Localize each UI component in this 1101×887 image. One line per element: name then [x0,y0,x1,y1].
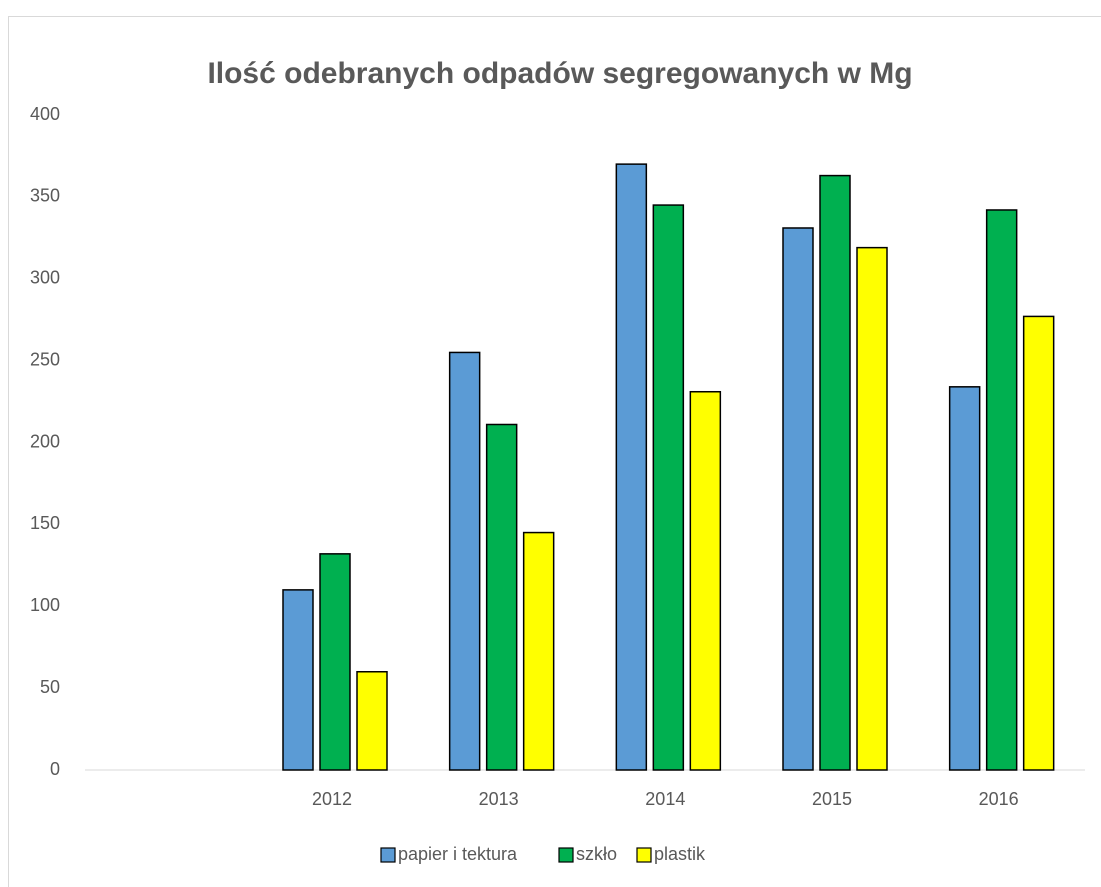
y-tick-label: 400 [30,104,60,124]
bar [615,163,648,771]
bar [985,209,1018,771]
y-tick-label: 150 [30,513,60,533]
bar [485,423,518,771]
bar [856,246,888,771]
x-tick-label: 2012 [312,789,352,809]
y-tick-label: 200 [30,431,60,451]
bar [689,390,722,771]
x-tick-label: 2013 [479,789,519,809]
y-tick-label: 350 [30,186,60,206]
bar [356,671,388,771]
bar [282,589,314,771]
bar [782,227,814,771]
chart-border [8,16,1101,887]
y-tick-label: 0 [50,759,60,779]
bar [522,531,555,771]
y-tick-label: 250 [30,349,60,369]
x-tick-label: 2015 [812,789,852,809]
bar [819,174,851,771]
bar [448,351,481,771]
legend-swatch [558,847,574,863]
bar [652,204,685,771]
legend-swatch [636,847,652,863]
legend-label: szkło [576,844,617,864]
bar [319,553,351,771]
chart-title: Ilość odebranych odpadów segregowanych w… [207,57,912,90]
y-tick-label: 50 [40,677,60,697]
x-tick-label: 2016 [979,789,1019,809]
bar [948,386,981,771]
y-tick-label: 300 [30,268,60,288]
y-tick-label: 100 [30,595,60,615]
legend-label: papier i tektura [398,844,518,864]
legend-swatch [380,847,396,863]
legend-label: plastik [654,844,706,864]
bar [1022,315,1055,771]
x-tick-label: 2014 [645,789,685,809]
